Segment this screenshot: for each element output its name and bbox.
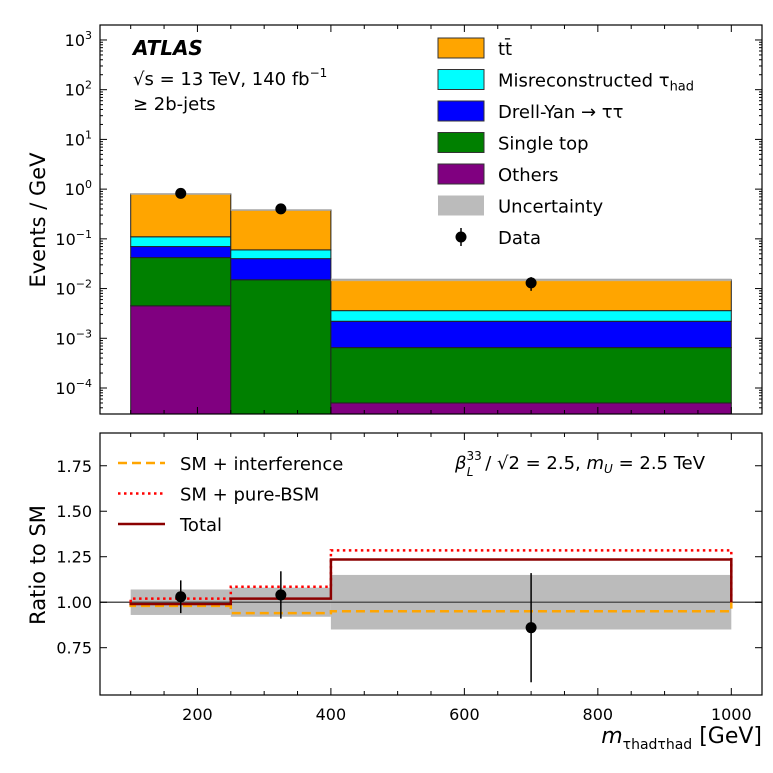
legend-swatch [438, 195, 484, 216]
x-tick-label: 800 [583, 705, 614, 724]
bar-tt- [230, 209, 332, 251]
x-tick-label: 400 [316, 705, 347, 724]
ratio-y-tick-label: 1.00 [56, 593, 92, 612]
ratio-line-dotted [129, 549, 733, 603]
ratio-y-tick-label: 0.75 [56, 639, 92, 658]
ratio-y-axis-label: Ratio to SM [26, 505, 50, 625]
bar-single-top [130, 257, 232, 307]
ratio-legend-label: SM + pure-BSM [180, 485, 319, 506]
x-tick-label: 200 [182, 705, 213, 724]
bar-others [130, 305, 232, 414]
y-tick-label: 102 [65, 79, 92, 100]
ratio-data-point [275, 589, 287, 601]
ratio-data-point [525, 622, 537, 634]
y-tick-label: 100 [65, 178, 92, 199]
data-point [175, 187, 187, 199]
ratio-legend-label: SM + interference [180, 454, 343, 475]
y-tick-label: 10−1 [55, 228, 92, 249]
legend-label: Others [498, 165, 559, 186]
coupling-annotation: β33 L / √2 = 2.5, mU = 2.5 TeV [454, 449, 706, 479]
bar-single-top [230, 279, 332, 414]
bar-single-top [330, 347, 732, 404]
ratio-y-tick-label: 1.75 [56, 457, 92, 476]
legend-label: Drell-Yan → ττ [498, 102, 623, 123]
legend-label: tt̄ [498, 38, 512, 60]
y-tick-label: 10−2 [55, 278, 92, 299]
y-tick-label: 103 [65, 29, 92, 50]
legend-label: Single top [498, 134, 589, 155]
y-axis-label: Events / GeV [26, 152, 50, 288]
x-tick-label: 1000 [711, 705, 752, 724]
y-tick-label: 101 [65, 128, 92, 149]
bar-misreconstructed-had [130, 236, 232, 248]
ratio-y-tick-label: 1.25 [56, 548, 92, 567]
ratio-y-tick-label: 1.50 [56, 502, 92, 521]
legend-swatch [437, 100, 485, 122]
legend-swatch [437, 132, 485, 153]
legend-label: Misreconstructed τhad [498, 71, 694, 95]
bar-misreconstructed-had [330, 310, 732, 322]
bar-drell-yan- [130, 246, 232, 259]
y-tick-label: 10−4 [55, 377, 92, 398]
ratio-legend-label: Total [179, 515, 222, 536]
selection-label: ≥ 2b-jets [133, 94, 216, 115]
legend-label: Uncertainty [498, 197, 604, 218]
y-tick-label: 10−3 [55, 327, 92, 348]
legend-data-marker [455, 231, 467, 243]
x-axis-label: mτhadτhad [GeV] [601, 724, 762, 753]
energy-label: √s = 13 TeV, 140 fb−1 [133, 66, 327, 90]
bar-drell-yan- [230, 258, 332, 281]
bar-tt- [130, 193, 232, 238]
atlas-label: ATLAS [131, 36, 203, 60]
legend-swatch [437, 37, 485, 59]
legend-label: Data [498, 228, 541, 249]
bar-drell-yan- [330, 320, 732, 349]
ratio-data-point [175, 591, 187, 603]
data-point [275, 203, 287, 215]
data-point [525, 277, 537, 289]
legend-swatch [437, 163, 485, 185]
x-tick-label: 600 [449, 705, 480, 724]
legend-swatch [437, 69, 485, 90]
stack-group [130, 193, 732, 414]
bar-misreconstructed-had [230, 249, 332, 260]
